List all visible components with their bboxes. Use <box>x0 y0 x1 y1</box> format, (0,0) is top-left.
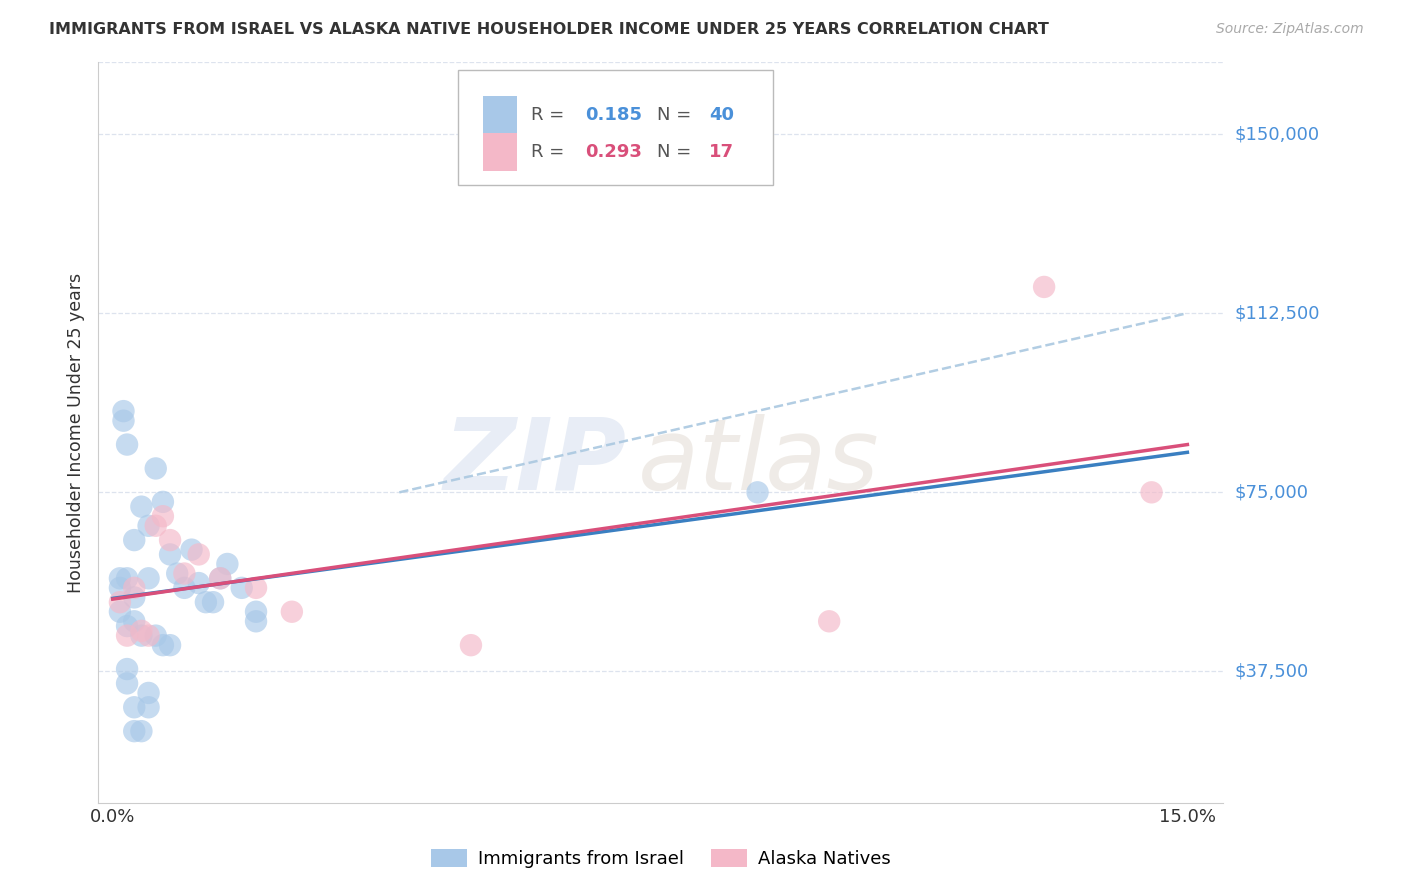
Point <box>131 724 153 739</box>
Text: R =: R = <box>531 106 571 124</box>
Text: R =: R = <box>531 143 571 161</box>
Text: IMMIGRANTS FROM ISRAEL VS ALASKA NATIVE HOUSEHOLDER INCOME UNDER 25 YEARS CORREL: IMMIGRANTS FROM ISRAEL VS ALASKA NATIVE … <box>49 22 1049 37</box>
Point <box>122 591 145 605</box>
Text: N =: N = <box>658 106 697 124</box>
Text: atlas: atlas <box>638 414 880 511</box>
Point <box>131 500 153 514</box>
Point <box>180 542 202 557</box>
Point <box>217 557 239 571</box>
Text: Source: ZipAtlas.com: Source: ZipAtlas.com <box>1216 22 1364 37</box>
Point <box>173 581 195 595</box>
Point <box>152 495 174 509</box>
Text: 0.185: 0.185 <box>585 106 643 124</box>
Point <box>159 548 181 562</box>
Point <box>245 605 267 619</box>
Point <box>747 485 769 500</box>
Point <box>138 571 160 585</box>
Point <box>138 629 160 643</box>
Text: ZIP: ZIP <box>444 414 627 511</box>
Point <box>281 605 304 619</box>
Point <box>115 437 138 451</box>
Point <box>159 533 181 547</box>
Text: $37,500: $37,500 <box>1234 663 1309 681</box>
Point <box>166 566 188 581</box>
Text: 0.293: 0.293 <box>585 143 643 161</box>
Point <box>152 638 174 652</box>
Point <box>115 676 138 690</box>
Point <box>187 576 209 591</box>
Point <box>159 638 181 652</box>
Point <box>108 595 131 609</box>
Point <box>115 571 138 585</box>
Text: $112,500: $112,500 <box>1234 304 1320 322</box>
Point <box>245 615 267 629</box>
Point <box>145 461 167 475</box>
Point <box>202 595 225 609</box>
Point <box>209 571 232 585</box>
Point <box>108 605 131 619</box>
Text: 17: 17 <box>709 143 734 161</box>
Point <box>152 509 174 524</box>
Text: 40: 40 <box>709 106 734 124</box>
Point <box>145 518 167 533</box>
Point <box>194 595 217 609</box>
Point <box>122 724 145 739</box>
Point <box>187 548 209 562</box>
Point <box>209 571 232 585</box>
Y-axis label: Householder Income Under 25 years: Householder Income Under 25 years <box>66 273 84 592</box>
Point <box>1033 280 1056 294</box>
Text: $150,000: $150,000 <box>1234 125 1319 143</box>
Point <box>108 571 131 585</box>
FancyBboxPatch shape <box>458 70 773 185</box>
Point <box>115 662 138 676</box>
Point <box>122 533 145 547</box>
Point <box>1140 485 1163 500</box>
Point <box>112 404 135 418</box>
Point <box>115 629 138 643</box>
Point <box>115 619 138 633</box>
Point <box>460 638 482 652</box>
Point <box>145 629 167 643</box>
Point <box>131 624 153 638</box>
Point <box>138 686 160 700</box>
Point <box>112 414 135 428</box>
FancyBboxPatch shape <box>484 133 517 171</box>
Point <box>122 615 145 629</box>
Text: N =: N = <box>658 143 697 161</box>
Legend: Immigrants from Israel, Alaska Natives: Immigrants from Israel, Alaska Natives <box>423 841 898 875</box>
Point <box>108 581 131 595</box>
Point <box>173 566 195 581</box>
Point <box>122 581 145 595</box>
Point <box>131 629 153 643</box>
Point <box>138 518 160 533</box>
Point <box>231 581 253 595</box>
Text: $75,000: $75,000 <box>1234 483 1309 501</box>
Point <box>818 615 841 629</box>
FancyBboxPatch shape <box>484 95 517 135</box>
Point <box>122 700 145 714</box>
Point <box>245 581 267 595</box>
Point <box>138 700 160 714</box>
